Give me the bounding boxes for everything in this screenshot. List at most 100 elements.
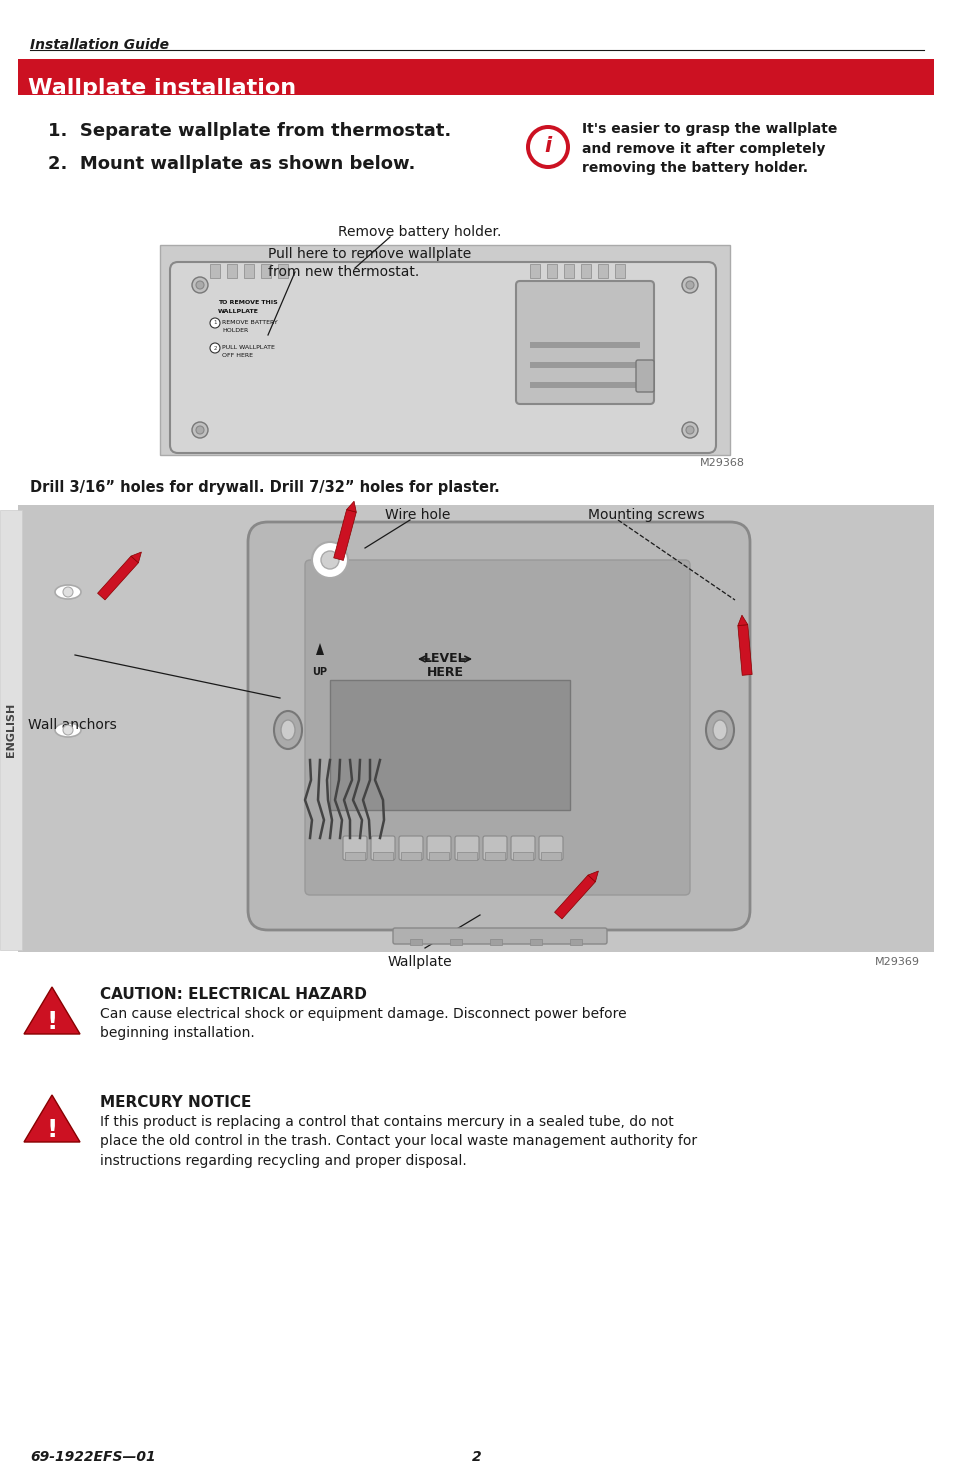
Ellipse shape xyxy=(705,711,733,749)
Circle shape xyxy=(685,282,693,289)
Circle shape xyxy=(685,426,693,434)
Text: !: ! xyxy=(47,1118,57,1142)
Bar xyxy=(530,342,639,348)
Text: M29369: M29369 xyxy=(874,957,919,968)
Text: LEVEL: LEVEL xyxy=(423,652,466,665)
Bar xyxy=(0,510,22,950)
FancyBboxPatch shape xyxy=(248,522,749,931)
Polygon shape xyxy=(131,552,141,563)
Bar xyxy=(546,264,557,277)
Circle shape xyxy=(530,128,565,165)
Circle shape xyxy=(192,422,208,438)
Text: WALLPLATE: WALLPLATE xyxy=(218,308,258,314)
Bar xyxy=(530,361,639,367)
Polygon shape xyxy=(587,872,598,882)
FancyBboxPatch shape xyxy=(398,836,422,860)
FancyBboxPatch shape xyxy=(511,836,535,860)
Text: Installation Guide: Installation Guide xyxy=(30,38,169,52)
Bar xyxy=(580,264,590,277)
FancyBboxPatch shape xyxy=(393,928,606,944)
Bar xyxy=(530,382,639,388)
Text: It's easier to grasp the wallplate
and remove it after completely
removing the b: It's easier to grasp the wallplate and r… xyxy=(581,122,837,176)
Bar xyxy=(244,264,253,277)
Circle shape xyxy=(681,422,698,438)
Bar xyxy=(484,853,504,860)
Circle shape xyxy=(320,552,338,569)
FancyBboxPatch shape xyxy=(636,360,654,392)
Bar xyxy=(513,853,533,860)
Bar xyxy=(345,853,365,860)
Polygon shape xyxy=(334,509,355,560)
Circle shape xyxy=(192,277,208,294)
Text: 2: 2 xyxy=(472,1450,481,1465)
Bar xyxy=(330,680,569,810)
Polygon shape xyxy=(346,502,355,512)
Circle shape xyxy=(210,344,220,353)
Bar xyxy=(277,264,288,277)
Bar xyxy=(160,245,729,454)
Polygon shape xyxy=(315,643,324,655)
Text: Wallplate installation: Wallplate installation xyxy=(28,78,295,97)
Bar xyxy=(410,940,421,945)
Polygon shape xyxy=(24,987,80,1034)
Circle shape xyxy=(195,282,204,289)
Ellipse shape xyxy=(55,586,81,599)
Circle shape xyxy=(63,587,73,597)
Text: 1.  Separate wallplate from thermostat.: 1. Separate wallplate from thermostat. xyxy=(48,122,451,140)
FancyBboxPatch shape xyxy=(516,282,654,404)
Circle shape xyxy=(525,125,569,170)
Bar xyxy=(450,940,461,945)
Circle shape xyxy=(681,277,698,294)
Bar xyxy=(373,853,393,860)
Text: M29368: M29368 xyxy=(700,459,744,468)
Polygon shape xyxy=(554,875,595,919)
Ellipse shape xyxy=(281,720,294,740)
Text: HERE: HERE xyxy=(426,667,463,678)
Bar xyxy=(598,264,607,277)
FancyBboxPatch shape xyxy=(371,836,395,860)
Text: 2.  Mount wallplate as shown below.: 2. Mount wallplate as shown below. xyxy=(48,155,415,173)
Circle shape xyxy=(195,426,204,434)
Text: TO REMOVE THIS: TO REMOVE THIS xyxy=(218,299,277,305)
Bar xyxy=(210,264,220,277)
Bar xyxy=(18,504,933,951)
FancyBboxPatch shape xyxy=(482,836,506,860)
FancyBboxPatch shape xyxy=(305,560,689,895)
Bar xyxy=(530,940,541,945)
Circle shape xyxy=(210,319,220,327)
Text: UP: UP xyxy=(313,667,327,677)
Text: If this product is replacing a control that contains mercury in a sealed tube, d: If this product is replacing a control t… xyxy=(100,1115,697,1168)
Text: HOLDER: HOLDER xyxy=(222,327,248,333)
Bar xyxy=(490,940,501,945)
FancyBboxPatch shape xyxy=(170,263,716,453)
Bar xyxy=(615,264,624,277)
Text: REMOVE BATTERY: REMOVE BATTERY xyxy=(222,320,277,324)
Bar xyxy=(261,264,271,277)
FancyBboxPatch shape xyxy=(455,836,478,860)
Circle shape xyxy=(63,726,73,735)
FancyBboxPatch shape xyxy=(538,836,562,860)
Text: PULL WALLPLATE: PULL WALLPLATE xyxy=(222,345,274,350)
Ellipse shape xyxy=(55,723,81,738)
Bar xyxy=(227,264,236,277)
Text: ENGLISH: ENGLISH xyxy=(6,704,16,757)
Bar xyxy=(569,940,581,945)
Bar xyxy=(530,264,539,277)
Polygon shape xyxy=(24,1094,80,1142)
Bar xyxy=(18,59,933,94)
Ellipse shape xyxy=(712,720,726,740)
Text: !: ! xyxy=(47,1010,57,1034)
Text: Pull here to remove wallplate
from new thermostat.: Pull here to remove wallplate from new t… xyxy=(268,246,471,279)
Text: 2: 2 xyxy=(213,345,216,351)
Text: CAUTION: ELECTRICAL HAZARD: CAUTION: ELECTRICAL HAZARD xyxy=(100,987,367,1002)
Text: Drill 3/16” holes for drywall. Drill 7/32” holes for plaster.: Drill 3/16” holes for drywall. Drill 7/3… xyxy=(30,479,499,496)
Text: 69-1922EFS—01: 69-1922EFS—01 xyxy=(30,1450,155,1465)
Text: Wallplate: Wallplate xyxy=(388,954,452,969)
Text: Mounting screws: Mounting screws xyxy=(587,507,704,522)
Bar xyxy=(429,853,449,860)
Text: Wall anchors: Wall anchors xyxy=(28,718,116,732)
Circle shape xyxy=(312,541,348,578)
Bar xyxy=(540,853,560,860)
Bar xyxy=(456,853,476,860)
Text: 1: 1 xyxy=(213,320,216,326)
